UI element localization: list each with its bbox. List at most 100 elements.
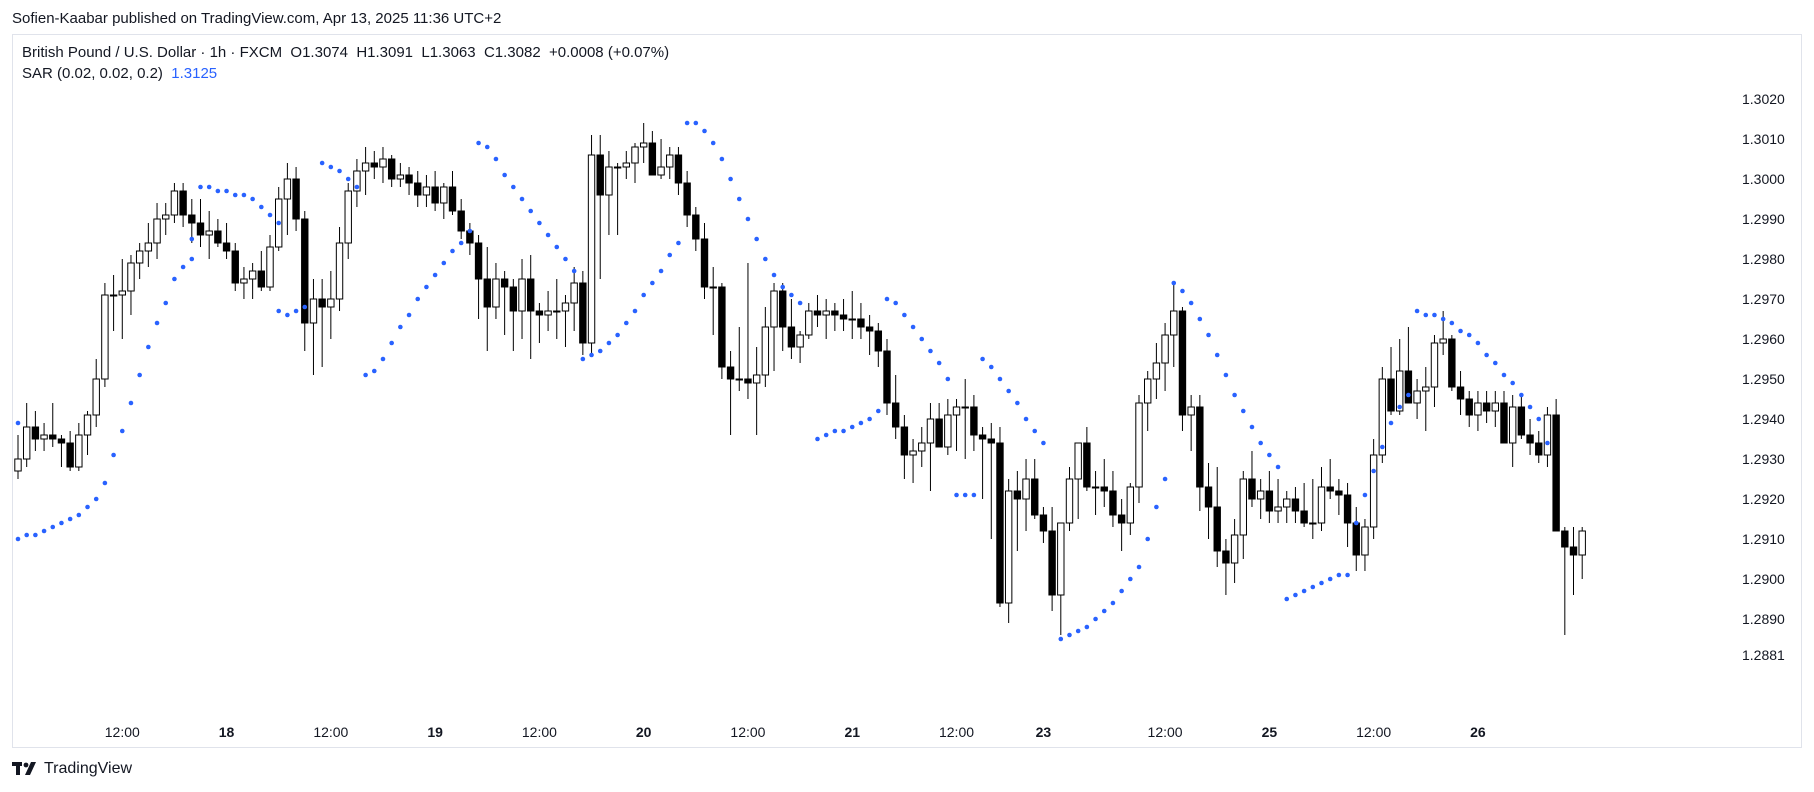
sar-dot [163,300,169,306]
candle-body [831,310,839,316]
candle-body [414,182,422,196]
candle-body [787,326,796,348]
candle-body [1300,510,1308,524]
sar-dot [302,304,308,310]
candle-body [874,330,883,352]
candle-body [1335,490,1343,496]
candle-body [1222,550,1230,564]
sar-dot [241,192,247,198]
symbol-name[interactable]: British Pound / U.S. Dollar · 1h · FXCM [22,44,283,61]
candle-body [1031,478,1039,516]
sar-dot [484,144,490,150]
sar-dot [1101,608,1107,614]
candle-body [1265,490,1274,512]
sar-dot [189,236,195,242]
candle-body [1309,522,1317,525]
candle-body [587,154,596,344]
sar-dot [728,176,733,182]
candle-body [118,290,126,296]
candle-body [1569,546,1578,556]
tradingview-logo-icon [12,762,36,775]
candle-body [1543,414,1552,456]
sar-dot [198,184,203,190]
candle-body [726,366,735,380]
candle-body [909,450,917,456]
sar-dot [1423,312,1429,318]
y-tick-label: 1.2930 [1742,451,1785,467]
sar-dot [1371,468,1376,474]
y-tick-label: 1.3000 [1742,171,1785,187]
candle-body [848,318,856,321]
sar-dot [415,296,421,302]
sar-dot [24,532,29,538]
sar-dot [1484,352,1489,358]
candle-body [1187,406,1195,416]
y-tick-label: 1.2881 [1742,647,1785,663]
sar-dot [971,492,977,498]
sar-dot [319,160,325,166]
candle-body [553,310,561,313]
y-tick-label: 1.2920 [1742,491,1785,507]
candle-body [101,294,109,380]
candle-body [805,310,813,336]
candle-body [49,434,57,440]
sar-dot [15,536,21,542]
candle-body [309,298,318,324]
sar-dot [354,184,360,190]
indicator-name[interactable]: SAR (0.02, 0.02, 0.2) [22,65,163,82]
sar-dot [337,168,342,174]
candle-body [970,406,978,436]
candle-body [1065,478,1074,524]
candle-body [1396,370,1404,412]
candle-body [1161,334,1169,364]
candle-body [1178,310,1187,416]
sar-dot [719,156,725,162]
sar-dot [667,252,673,258]
sar-dot [1493,360,1498,366]
sar-dot [33,532,38,538]
candle-body [135,250,144,264]
candle-body [1248,478,1256,500]
sar-dot [797,300,803,306]
candle-body [1152,362,1161,380]
sar-dot [76,512,82,518]
candle-body [231,250,239,284]
candle-body [718,286,726,368]
candle-body [153,218,161,244]
sar-dot [1119,588,1124,594]
sar-dot [406,312,412,318]
sar-dot [632,308,638,314]
sar-dot [102,480,108,486]
candle-body [205,230,213,236]
sar-dot [1527,404,1533,410]
candle-body [483,278,491,308]
tradingview-brand[interactable]: TradingView [12,760,132,778]
sar-dot [771,272,777,278]
ohlc-close: C1.3082 [483,44,541,61]
candle-body [1413,390,1421,404]
candle-body [796,334,804,348]
sar-dot [1353,520,1359,526]
sar-dot [59,520,64,526]
candle-body [813,310,822,316]
candle-body [1196,406,1204,488]
sar-dot [910,324,916,330]
sar-dot [15,420,21,426]
candle-body [1439,338,1447,344]
sar-dot [736,196,742,202]
candle-body [639,142,648,148]
y-tick-label: 1.2940 [1742,411,1785,427]
candle-body [839,314,848,320]
sar-dot [1240,408,1246,414]
sar-dot [1466,332,1472,338]
sar-dot [1345,572,1350,578]
y-tick-label: 1.2890 [1742,611,1785,627]
sar-dot [867,416,872,422]
sar-dot [528,208,534,214]
candle-body [1404,370,1413,404]
x-tick-label: 12:00 [522,724,557,740]
x-tick-label: 21 [844,724,860,740]
y-tick-label: 1.2960 [1742,331,1785,347]
sar-dot [1188,300,1194,306]
